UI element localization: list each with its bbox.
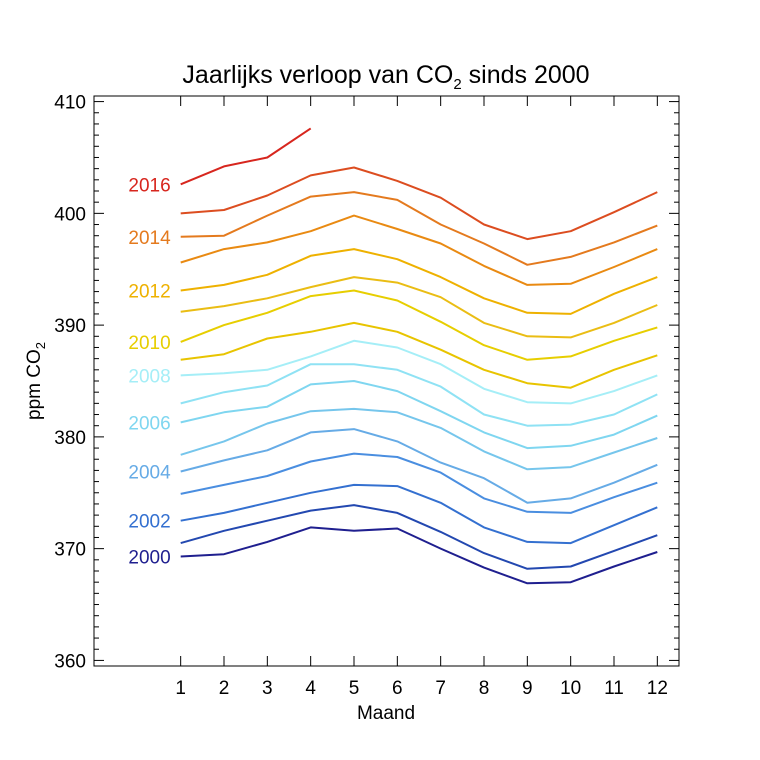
series-labels: 2000 2002 2004 2006 2008 2010 2012 2014 2016 — [128, 175, 171, 568]
x-axis-label: Maand — [357, 703, 415, 724]
y-tick-label: 360 — [54, 651, 86, 672]
x-tick-label: 6 — [392, 678, 403, 699]
x-tick-label: 8 — [479, 678, 490, 699]
series-label-2006: 2006 — [128, 413, 170, 434]
x-tick-label: 11 — [604, 678, 624, 699]
y-axis-label-subscript: 2 — [33, 342, 48, 349]
x-tick-label: 4 — [305, 678, 316, 699]
series-line-2010 — [180, 289, 658, 361]
title-subscript: 2 — [453, 76, 461, 93]
series-label-2000: 2000 — [128, 547, 170, 568]
series-label-2014: 2014 — [128, 228, 171, 249]
series-line-2016 — [180, 127, 312, 186]
series-line-2011 — [180, 276, 658, 339]
title-text: Jaarlijks verloop van CO2 sinds 2000 — [182, 61, 589, 93]
x-axis-tick-labels: 1 2 3 4 5 6 7 8 9 10 11 12 — [175, 678, 668, 699]
series-label-2004: 2004 — [128, 463, 171, 484]
series-line-2004 — [180, 428, 658, 504]
x-tick-label: 12 — [647, 678, 668, 699]
x-tick-label: 1 — [175, 678, 186, 699]
series-label-2016: 2016 — [128, 175, 170, 196]
series-line-2012 — [180, 248, 658, 315]
y-axis-tick-labels: 360 370 380 390 400 410 — [54, 93, 86, 673]
series-label-2002: 2002 — [128, 512, 170, 533]
x-tick-label: 3 — [262, 678, 273, 699]
y-tick-label: 390 — [54, 316, 86, 337]
series-line-2000 — [180, 526, 658, 585]
y-axis-label: ppm CO2 — [24, 342, 48, 420]
x-tick-label: 7 — [435, 678, 446, 699]
series-label-2010: 2010 — [128, 333, 170, 354]
series-label-2012: 2012 — [128, 281, 170, 302]
x-axis-ticks — [180, 96, 658, 666]
x-tick-label: 2 — [219, 678, 230, 699]
series-line-2009 — [180, 321, 658, 389]
series-line-2002 — [180, 483, 658, 545]
series-line-2014 — [180, 191, 658, 266]
y-tick-label: 410 — [54, 93, 86, 114]
x-tick-label: 9 — [522, 678, 533, 699]
y-tick-label: 370 — [54, 540, 86, 561]
series-line-2001 — [180, 504, 658, 570]
series-line-2008 — [180, 339, 658, 405]
series-line-2007 — [180, 363, 658, 427]
series-line-2006 — [180, 380, 658, 450]
series-label-2008: 2008 — [128, 366, 170, 387]
series-line-2003 — [180, 452, 658, 514]
series-lines — [180, 127, 658, 585]
y-axis-ticks — [94, 101, 679, 661]
x-tick-label: 5 — [349, 678, 360, 699]
y-tick-label: 380 — [54, 428, 86, 449]
series-line-2015 — [180, 166, 658, 241]
y-tick-label: 400 — [54, 204, 86, 225]
series-line-2013 — [180, 214, 658, 286]
plot-frame — [93, 95, 680, 667]
chart-title: Jaarlijks verloop van CO2 sinds 2000 — [182, 61, 589, 93]
series-line-2005 — [180, 407, 658, 471]
y-axis-label-text: ppm CO2 — [24, 342, 48, 420]
x-tick-label: 10 — [560, 678, 581, 699]
